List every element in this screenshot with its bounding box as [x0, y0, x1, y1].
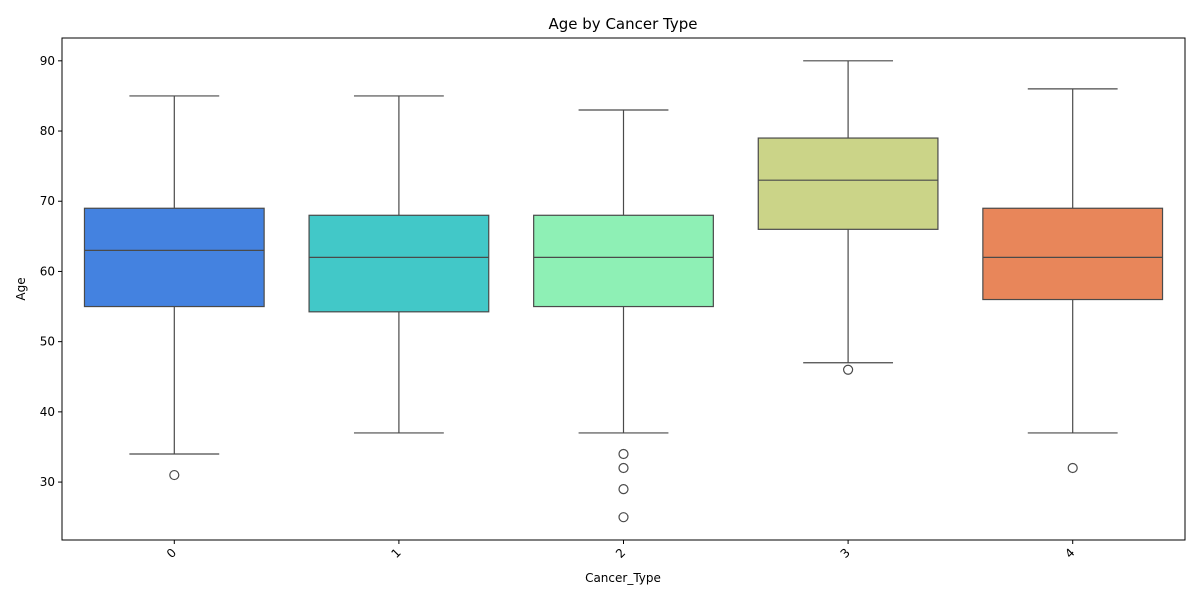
y-tick-label: 80	[40, 124, 55, 138]
x-tick-label: 1	[388, 546, 403, 561]
chart-title: Age by Cancer Type	[549, 15, 698, 33]
y-tick-label: 90	[40, 54, 55, 68]
box-iqr	[757, 137, 939, 230]
y-tick-label: 70	[40, 194, 55, 208]
y-axis-label: Age	[14, 277, 28, 300]
outlier-point	[618, 512, 629, 523]
y-tick-label: 60	[40, 264, 55, 278]
x-tick-label: 2	[613, 546, 628, 561]
box-iqr	[83, 207, 265, 308]
y-tick-label: 50	[40, 335, 55, 349]
outlier-point	[842, 364, 854, 375]
x-axis-label: Cancer_Type	[585, 571, 661, 585]
box-iqr	[982, 207, 1164, 301]
x-tick-label: 4	[1062, 546, 1077, 561]
y-tick-label: 30	[40, 475, 55, 489]
box-iqr	[308, 214, 490, 313]
outlier-point	[169, 469, 180, 481]
outlier-point	[1067, 462, 1078, 474]
x-tick-label: 0	[164, 546, 179, 561]
box-iqr	[533, 214, 714, 308]
outlier-point	[618, 483, 629, 495]
outlier-point	[618, 462, 629, 474]
y-tick-label: 40	[40, 405, 55, 419]
plot-frame	[61, 37, 1186, 541]
outlier-point	[618, 448, 629, 460]
x-tick-label: 3	[838, 546, 853, 561]
